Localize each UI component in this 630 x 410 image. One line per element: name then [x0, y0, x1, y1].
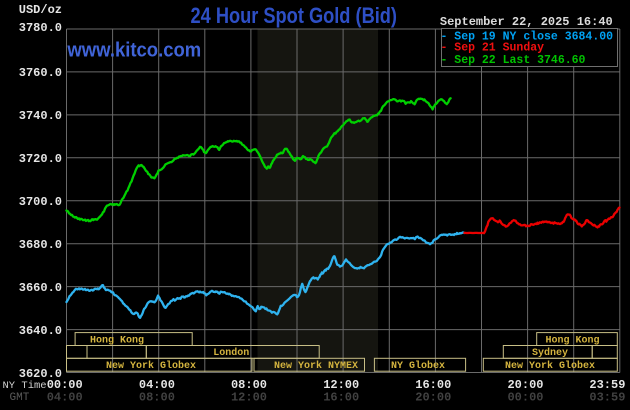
svg-text:www.kitco.com: www.kitco.com [66, 39, 201, 62]
svg-text:September 22, 2025 16:40: September 22, 2025 16:40 [440, 15, 613, 29]
svg-text:New York NYMEX: New York NYMEX [274, 360, 358, 372]
svg-text:23:59: 23:59 [589, 378, 625, 392]
svg-text:3740.0: 3740.0 [19, 109, 62, 123]
svg-text:24 Hour Spot Gold (Bid): 24 Hour Spot Gold (Bid) [191, 3, 398, 28]
svg-text:12:00: 12:00 [231, 390, 267, 404]
svg-text:New York Globex: New York Globex [106, 360, 196, 372]
svg-text:20:00: 20:00 [507, 378, 543, 392]
svg-text:03:59: 03:59 [589, 390, 625, 404]
svg-text:04:00: 04:00 [47, 390, 83, 404]
svg-text:GMT: GMT [10, 392, 30, 404]
svg-text:3620.0: 3620.0 [19, 367, 62, 381]
svg-text:NY Time: NY Time [3, 380, 47, 392]
svg-text:04:00: 04:00 [139, 378, 175, 392]
svg-text:3640.0: 3640.0 [19, 324, 62, 338]
svg-text:08:00: 08:00 [231, 378, 267, 392]
svg-text:3720.0: 3720.0 [19, 152, 62, 166]
svg-text:NY Globex: NY Globex [391, 360, 445, 372]
svg-text:3660.0: 3660.0 [19, 281, 62, 295]
svg-text:New York Globex: New York Globex [505, 360, 595, 372]
svg-text:3760.0: 3760.0 [19, 66, 62, 80]
svg-text:3780.0: 3780.0 [19, 21, 62, 35]
svg-text:Sydney: Sydney [532, 347, 568, 359]
svg-text:00:00: 00:00 [507, 390, 543, 404]
svg-text:16:00: 16:00 [323, 390, 359, 404]
svg-text:3680.0: 3680.0 [19, 238, 62, 252]
svg-text:Hong Kong: Hong Kong [545, 335, 599, 346]
svg-text:08:00: 08:00 [139, 390, 175, 404]
svg-text:- Sep 21 Sunday: - Sep 21 Sunday [441, 42, 545, 55]
svg-text:12:00: 12:00 [323, 378, 359, 392]
svg-text:London: London [213, 347, 249, 359]
svg-text:16:00: 16:00 [415, 378, 451, 392]
svg-text:20:00: 20:00 [415, 390, 451, 404]
svg-text:3700.0: 3700.0 [19, 195, 62, 209]
svg-text:USD/oz: USD/oz [19, 3, 62, 17]
svg-text:00:00: 00:00 [47, 378, 83, 392]
svg-text:Hong Kong: Hong Kong [90, 335, 144, 346]
svg-text:- Sep 22 Last 3746.60: - Sep 22 Last 3746.60 [441, 54, 586, 67]
svg-text:- Sep 19 NY close 3684.00: - Sep 19 NY close 3684.00 [441, 30, 614, 43]
